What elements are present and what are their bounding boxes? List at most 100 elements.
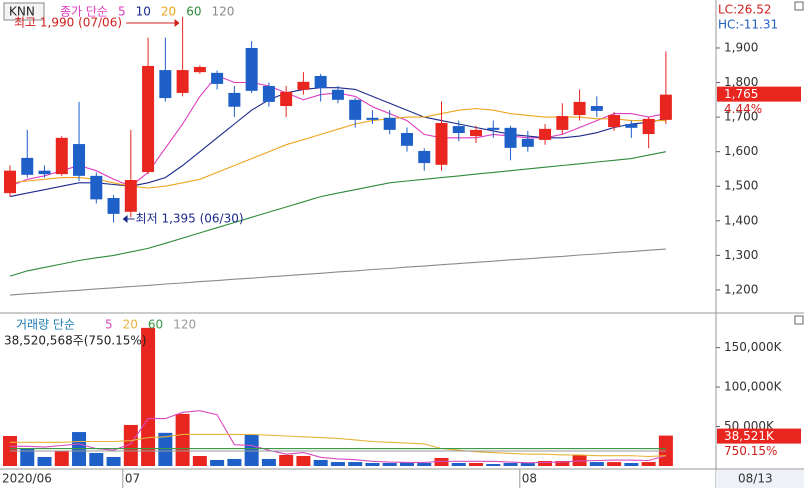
candle-body: [176, 70, 189, 93]
legend-entry: 20: [161, 5, 176, 19]
annotation-low: 최저 1,395 (06/30): [136, 212, 244, 226]
y-tick-label: 100,000K: [724, 380, 783, 394]
symbol-box[interactable]: [3, 2, 45, 21]
moving-average: [9, 151, 667, 277]
volume-change-label: 750.15%: [724, 444, 777, 458]
x-tick-label: 2020/06: [2, 472, 52, 486]
candle-body: [539, 128, 552, 140]
candle-body: [314, 75, 327, 89]
candle-body: [625, 124, 638, 128]
x-tick-label: 07: [125, 472, 140, 486]
candle-body: [331, 89, 344, 100]
volume-bar: [244, 434, 259, 466]
candle-body: [297, 81, 310, 90]
candle-body: [366, 117, 379, 120]
legend-entry: 60: [186, 5, 201, 19]
candle-body: [142, 65, 155, 173]
volume-bar: [261, 458, 276, 466]
volume-bar: [348, 462, 363, 466]
candle-body: [124, 180, 137, 212]
volume-bar: [399, 462, 414, 466]
legend-entry: 5: [118, 5, 126, 19]
candle-body: [159, 70, 172, 99]
annotation-arrowhead: [174, 19, 180, 27]
volume-info: 38,520,568주(750.15%): [4, 334, 147, 348]
volume-bar: [624, 463, 639, 466]
volume-bar: [451, 463, 466, 466]
volume-bar: [106, 457, 121, 466]
legend-entry: 120: [211, 5, 234, 19]
candle-body: [245, 47, 258, 91]
candle-body: [262, 85, 275, 102]
candle-body: [642, 118, 655, 135]
last-price-box: [717, 86, 801, 102]
volume-bar: [641, 462, 656, 466]
candle-body: [280, 91, 293, 107]
legend-title: 종가 단순: [60, 5, 108, 19]
y-tick-label: 1,200: [724, 282, 758, 296]
volume-bar: [555, 461, 570, 466]
volume-bar: [434, 457, 449, 466]
volume-bar: [37, 457, 52, 466]
candle-body: [383, 117, 396, 130]
x-tick-label: 08: [522, 472, 537, 486]
candle-body: [107, 197, 120, 214]
cursor-date-box: [716, 470, 804, 488]
volume-bar: [382, 463, 397, 466]
volume-bar: [520, 463, 535, 466]
candle-body: [452, 126, 465, 133]
candle-body: [38, 170, 51, 175]
volume-bar: [123, 424, 138, 466]
candle-body: [504, 127, 517, 148]
legend-entry: 5: [105, 318, 113, 332]
y-tick-label: 150,000K: [724, 340, 783, 354]
volume-bar: [469, 463, 484, 466]
candle-body: [521, 138, 534, 147]
candle-body: [55, 137, 68, 175]
candle-body: [418, 150, 431, 164]
symbol: KNN: [9, 5, 35, 19]
y-tick-label: 1,300: [724, 248, 758, 262]
volume-bar: [141, 327, 156, 466]
candle-body: [573, 101, 586, 116]
annotation-arrowhead: [122, 215, 128, 223]
pane-icon[interactable]: [794, 1, 804, 11]
volume-bar: [607, 462, 622, 466]
cursor-date: 08/13: [738, 472, 773, 486]
y-tick-label: 1,400: [724, 213, 758, 227]
candle-body: [608, 115, 621, 128]
moving-average: [9, 248, 666, 296]
volume-bar: [313, 460, 328, 466]
candle-body: [4, 170, 16, 194]
volume-bar: [20, 448, 35, 466]
pane-icon[interactable]: [794, 315, 804, 325]
lc-label: LC:26.52: [718, 3, 771, 17]
candle-body: [228, 92, 241, 107]
volume-bar: [210, 460, 225, 466]
annotation-high: 최고 1,990 (07/06): [14, 16, 122, 30]
volume-bar: [538, 461, 553, 466]
y-tick-label: 1,500: [724, 179, 758, 193]
volume-bar: [296, 455, 311, 466]
y-tick-label: 1,600: [724, 144, 758, 158]
volume-bar: [175, 413, 190, 466]
candle-body: [211, 72, 224, 84]
candle-body: [73, 144, 86, 176]
candle-body: [590, 106, 603, 111]
volume-bar: [503, 463, 518, 466]
volume-bar: [365, 463, 380, 466]
candle-body: [659, 94, 672, 120]
last-volume-label: 38,521K: [724, 429, 775, 443]
legend-entry: 120: [173, 318, 196, 332]
candle-body: [193, 66, 206, 73]
volume-bar: [417, 463, 432, 466]
candle-body: [435, 122, 448, 165]
legend-entry: 20: [123, 318, 138, 332]
candle-body: [400, 132, 413, 146]
volume-bar: [486, 464, 501, 466]
volume-bar: [192, 455, 207, 466]
legend-entry: 10: [136, 5, 151, 19]
legend-entry: 60: [148, 318, 163, 332]
